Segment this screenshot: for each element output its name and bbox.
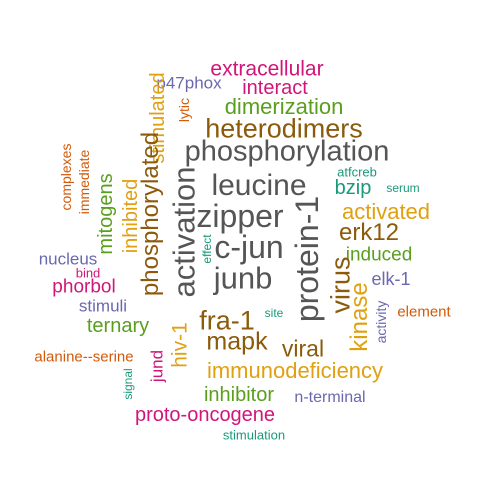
- word-viral: viral: [281, 335, 325, 362]
- word-bind: bind: [75, 265, 101, 281]
- word-immediate: immediate: [76, 149, 92, 215]
- word-atfcreb: atfcreb: [337, 164, 377, 180]
- word-p47phox: p47phox: [156, 73, 222, 93]
- word-ternary: ternary: [86, 315, 150, 337]
- word-inhibited: inhibited: [120, 178, 142, 254]
- word-site: site: [264, 306, 284, 320]
- word-heterodimers: heterodimers: [205, 113, 363, 144]
- word-n-terminal: n-terminal: [294, 389, 366, 406]
- word-activated: activated: [341, 199, 431, 224]
- word-erk12: erk12: [338, 219, 400, 246]
- word-zipper: zipper: [196, 198, 284, 234]
- word-c-jun: c-jun: [214, 229, 284, 265]
- word-inhibitor: inhibitor: [203, 384, 275, 406]
- word-fra-1: fra-1: [199, 305, 255, 336]
- word-activity: activity: [373, 300, 389, 344]
- word-complexes: complexes: [58, 143, 74, 211]
- word-protein-1: protein-1: [289, 195, 325, 323]
- word-activation: activation: [166, 166, 202, 298]
- word-serum: serum: [386, 181, 420, 195]
- word-nucleus: nucleus: [38, 249, 98, 269]
- word-dimerization: dimerization: [224, 94, 344, 119]
- word-mapk: mapk: [206, 327, 268, 356]
- word-induced: induced: [345, 244, 413, 266]
- word-effect: effect: [200, 234, 214, 264]
- word-proto-oncogene: proto-oncogene: [134, 404, 276, 426]
- word-junb: junb: [213, 260, 273, 296]
- word-mitogens: mitogens: [95, 173, 117, 255]
- word-phosphorylated: phosphorylated: [137, 131, 164, 297]
- word-hiv-1: hiv-1: [168, 322, 192, 368]
- word-jund: jund: [147, 349, 167, 383]
- word-stimulation: stimulation: [222, 427, 286, 443]
- word-leucine: leucine: [211, 169, 307, 202]
- word-immunodeficiency: immunodeficiency: [206, 358, 384, 383]
- word-signal: signal: [121, 368, 135, 400]
- word-phorbol: phorbol: [52, 276, 116, 298]
- word-phosphorylation: phosphorylation: [184, 135, 390, 168]
- word-extracellular: extracellular: [210, 57, 324, 81]
- word-elk-1: elk-1: [371, 269, 411, 289]
- word-alanine--serine: alanine--serine: [34, 348, 134, 366]
- word-kinase: kinase: [346, 282, 373, 352]
- word-stimuli: stimuli: [78, 296, 128, 316]
- word-element: element: [397, 303, 451, 321]
- word-lytic: lytic: [176, 97, 192, 123]
- word-bzip: bzip: [334, 177, 372, 199]
- word-interact: interact: [242, 77, 308, 99]
